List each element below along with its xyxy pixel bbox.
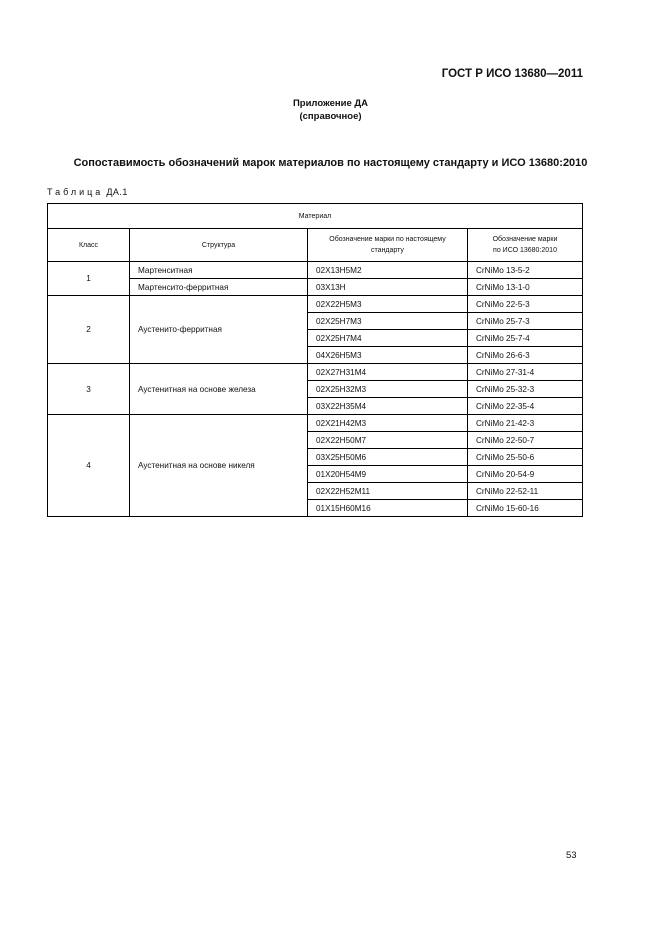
- table-row: 04Х26Н5М3 CrNiMo 26-6-3: [48, 346, 583, 364]
- gost-grade-cell: 02Х25Н32М3: [307, 380, 468, 398]
- gost-grade-cell: 02Х25Н7М3: [307, 312, 468, 330]
- iso-grade-cell: CrNiMo 26-6-3: [467, 346, 583, 364]
- iso-grade-cell: CrNiMo 13-1-0: [467, 278, 583, 296]
- column-header-gost-grade: Обозначение марки по настоящему стандарт…: [307, 228, 468, 262]
- iso-grade-cell: CrNiMo 25-7-4: [467, 329, 583, 347]
- gost-grade-cell: 03Х25Н50М6: [307, 448, 468, 466]
- table-row: 01Х15Н60М16 CrNiMo 15-60-16: [48, 499, 583, 517]
- gost-grade-cell: 02Х25Н7М4: [307, 329, 468, 347]
- section-title: Сопоставимость обозначений марок материа…: [73, 157, 588, 169]
- table-row: Мартенсито-ферритная 03Х13Н CrNiMo 13-1-0: [48, 278, 583, 296]
- gost-grade-cell: 02Х27Н31М4: [307, 363, 468, 381]
- gost-grade-cell: 03Х13Н: [307, 278, 468, 296]
- structure-cell: Мартенсито-ферритная: [129, 278, 308, 296]
- gost-grade-cell: 02Х13Н5М2: [307, 261, 468, 279]
- table-group-header-row: Материал: [47, 203, 583, 229]
- group-header-cell: Материал: [47, 203, 583, 229]
- gost-grade-cell: 02Х22Н52М11: [307, 482, 468, 500]
- table-label: Таблица ДА.1: [47, 187, 128, 197]
- class-cell: 4: [47, 414, 130, 517]
- appendix-title: Приложение ДА: [292, 98, 369, 109]
- gost-grade-cell: 01Х15Н60М16: [307, 499, 468, 517]
- iso-grade-cell: CrNiMo 15-60-16: [467, 499, 583, 517]
- class-cell: 3: [47, 363, 130, 415]
- structure-cell: Мартенситная: [129, 261, 308, 279]
- page-number: 53: [566, 850, 577, 861]
- table-row: 02Х22Н50М7 CrNiMo 22-50-7: [48, 431, 583, 449]
- gost-grade-cell: 03Х22Н35М4: [307, 397, 468, 415]
- gost-grade-cell: 04Х26Н5М3: [307, 346, 468, 364]
- gost-grade-cell: 02Х22Н50М7: [307, 431, 468, 449]
- iso-grade-cell: CrNiMo 20-54-9: [467, 465, 583, 483]
- iso-grade-cell: CrNiMo 25-7-3: [467, 312, 583, 330]
- appendix-heading: Приложение ДА (справочное): [0, 97, 661, 123]
- iso-grade-cell: CrNiMo 13-5-2: [467, 261, 583, 279]
- iso-grade-cell: CrNiMo 27-31-4: [467, 363, 583, 381]
- iso-grade-cell: CrNiMo 22-5-3: [467, 295, 583, 313]
- iso-grade-cell: CrNiMo 25-50-6: [467, 448, 583, 466]
- gost-grade-cell: 01Х20Н54М9: [307, 465, 468, 483]
- table-header-row: Класс Структура Обозначение марки по нас…: [47, 228, 583, 262]
- column-header-structure: Структура: [129, 228, 308, 262]
- structure-cell: Аустенитная на основе железа: [129, 363, 308, 415]
- table-row: 1 Мартенситная 02Х13Н5М2 CrNiMo 13-5-2: [47, 261, 583, 296]
- table-row: 2 Аустенито-ферритная 02Х22Н5М3 CrNiMo 22-5…: [47, 295, 583, 364]
- column-header-iso-grade: Обозначение марки по ИСО 13680:2010: [467, 228, 583, 262]
- class-cell: 1: [47, 261, 130, 296]
- iso-grade-cell: CrNiMo 21-42-3: [467, 414, 583, 432]
- standard-designation: ГОСТ Р ИСО 13680—2011: [441, 68, 583, 80]
- table-row: 02Х25Н7М3 CrNiMo 25-7-3: [48, 312, 583, 330]
- materials-table: Материал Класс Структура Обозначение мар…: [47, 203, 583, 517]
- table-row: 02Х25Н32М3 CrNiMo 25-32-3: [48, 380, 583, 398]
- table-label-prefix: Таблица: [47, 187, 104, 197]
- table-row: 4 Аустенитная на основе никеля 02Х21Н42М3 C…: [47, 414, 583, 517]
- iso-grade-cell: CrNiMo 22-52-11: [467, 482, 583, 500]
- appendix-subtitle: (справочное): [299, 111, 362, 122]
- iso-grade-cell: CrNiMo 25-32-3: [467, 380, 583, 398]
- structure-cell: Аустенитная на основе никеля: [129, 414, 308, 517]
- table-row: 01Х20Н54М9 CrNiMo 20-54-9: [48, 465, 583, 483]
- table-row: 03Х25Н50М6 CrNiMo 25-50-6: [48, 448, 583, 466]
- column-header-class: Класс: [47, 228, 130, 262]
- gost-grade-cell: 02Х22Н5М3: [307, 295, 468, 313]
- class-cell: 2: [47, 295, 130, 364]
- structure-cell: Аустенито-ферритная: [129, 295, 308, 364]
- table-row: 3 Аустенитная на основе железа 02Х27Н31М4 C…: [47, 363, 583, 415]
- iso-grade-cell: CrNiMo 22-35-4: [467, 397, 583, 415]
- gost-grade-cell: 02Х21Н42М3: [307, 414, 468, 432]
- iso-grade-cell: CrNiMo 22-50-7: [467, 431, 583, 449]
- table-label-number: ДА.1: [106, 187, 128, 197]
